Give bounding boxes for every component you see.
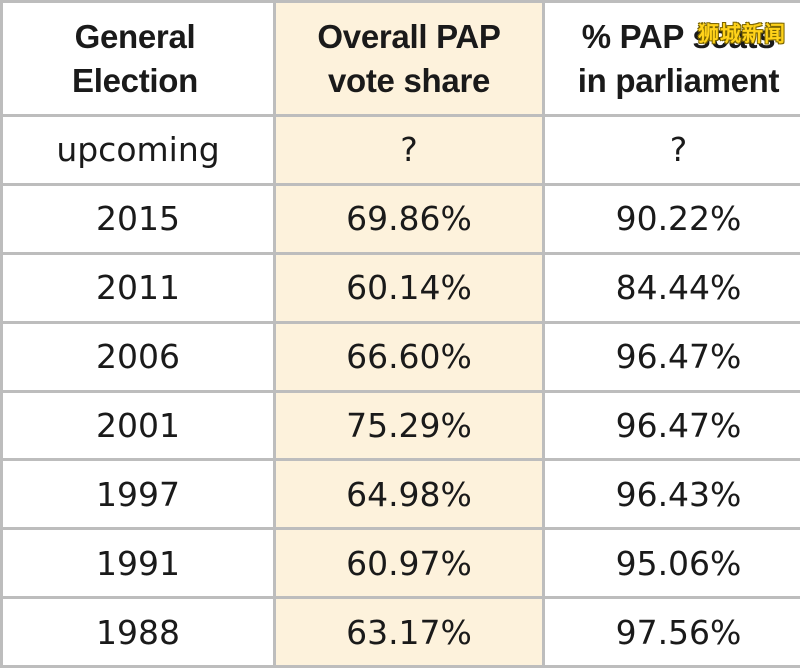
vote-share-cell: 60.14% xyxy=(273,251,545,324)
table-row: 2001 75.29% 96.47% xyxy=(0,389,800,462)
election-year-cell: 2001 xyxy=(0,389,276,462)
seat-share-cell: 90.22% xyxy=(542,182,800,255)
table-row: 1997 64.98% 96.43% xyxy=(0,458,800,531)
vote-share-cell: 66.60% xyxy=(273,320,545,393)
table-row: 2015 69.86% 90.22% xyxy=(0,182,800,255)
table-row: 1988 63.17% 97.56% xyxy=(0,596,800,668)
vote-share-cell: 69.86% xyxy=(273,182,545,255)
vote-share-cell: ? xyxy=(273,114,545,186)
header-general-election: General Election xyxy=(0,0,276,117)
header-seats-line1: % PAP seats xyxy=(581,17,776,55)
seat-share-cell: 84.44% xyxy=(542,251,800,324)
seat-share-cell: 95.06% xyxy=(542,527,800,600)
vote-share-cell: 64.98% xyxy=(273,458,545,531)
header-seats: % PAP seats in parliament xyxy=(542,0,800,117)
vote-share-cell: 63.17% xyxy=(273,596,545,668)
election-year-cell: 1991 xyxy=(0,527,276,600)
seat-share-cell: 96.43% xyxy=(542,458,800,531)
vote-share-cell: 75.29% xyxy=(273,389,545,462)
table-row: upcoming?? xyxy=(0,114,800,186)
header-vote-share: Overall PAP vote share xyxy=(273,0,545,117)
table-row: 1991 60.97% 95.06% xyxy=(0,527,800,600)
header-row: General Election Overall PAP vote share … xyxy=(0,0,800,117)
election-year-cell: upcoming xyxy=(0,114,276,186)
election-year-cell: 1997 xyxy=(0,458,276,531)
header-general-election-line2: Election xyxy=(72,61,198,99)
election-year-cell: 2011 xyxy=(0,251,276,324)
vote-share-cell: 60.97% xyxy=(273,527,545,600)
header-seats-line2: in parliament xyxy=(577,61,780,99)
seat-share-cell: ? xyxy=(542,114,800,186)
table-row: 2011 60.14% 84.44% xyxy=(0,251,800,324)
watermark-logo: 狮城新闻 xyxy=(698,22,786,46)
header-general-election-line1: General xyxy=(74,17,196,55)
election-year-cell: 2006 xyxy=(0,320,276,393)
seat-share-cell: 96.47% xyxy=(542,389,800,462)
election-year-cell: 2015 xyxy=(0,182,276,255)
seat-share-cell: 96.47% xyxy=(542,320,800,393)
table-body: upcoming?? 2015 69.86% 90.22% 2011 60.14% 84.4… xyxy=(0,114,800,668)
table-row: 2006 66.60% 96.47% xyxy=(0,320,800,393)
seat-share-cell: 97.56% xyxy=(542,596,800,668)
header-vote-share-line2: vote share xyxy=(327,61,491,99)
header-vote-share-line1: Overall PAP xyxy=(317,17,501,55)
election-year-cell: 1988 xyxy=(0,596,276,668)
